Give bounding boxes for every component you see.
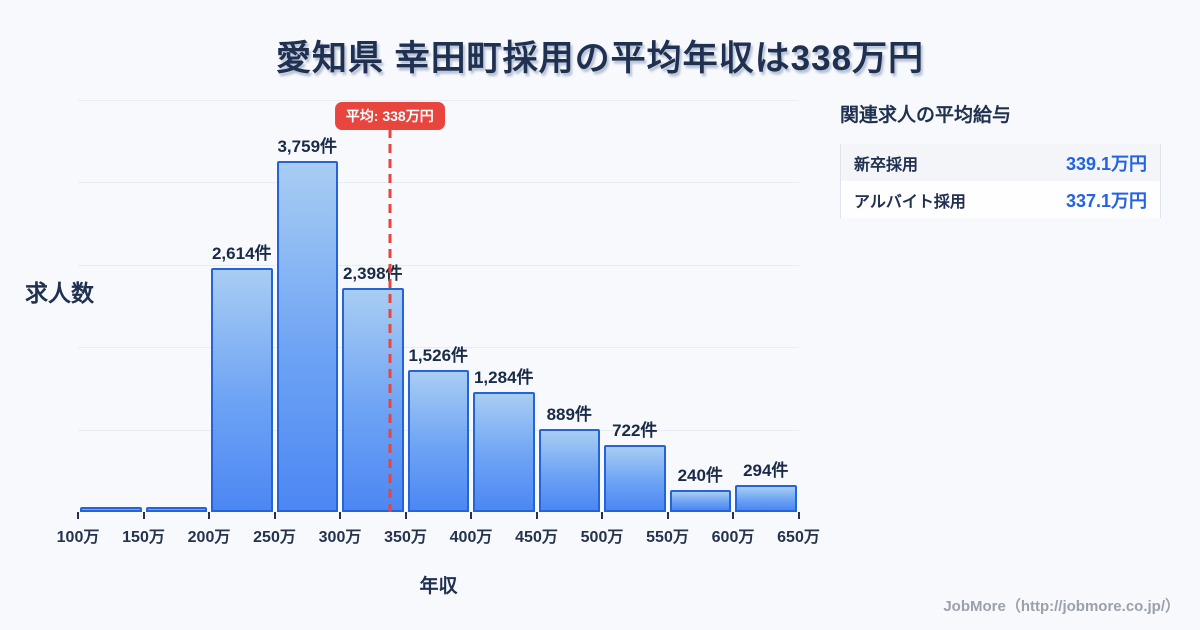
bar-value-label: 2,614件 [211,244,272,263]
bar-value-label: 889件 [546,405,592,424]
x-tick-label: 650万 [777,529,820,546]
x-tick-label: 150万 [122,529,165,546]
salary-row-value: 337.1万円 [1065,190,1147,211]
x-tick-label: 550万 [646,529,689,546]
x-tick [535,512,538,519]
x-tick-label: 400万 [449,529,493,546]
histogram-bar [604,445,666,512]
histogram-bar [669,490,731,512]
histogram-bar [80,507,142,512]
bar-value-label: 1,526件 [408,346,469,365]
x-tick [470,512,472,519]
bar-value-label: 722件 [612,421,658,440]
x-axis-title: 年収 [419,576,458,597]
average-line [388,129,392,512]
histogram-bar [342,288,404,512]
salary-row: 新卒採用 339.1万円 [841,144,1160,181]
salary-histogram: 2,614件 3,759件 2,398件 1,526件 1,284件 889件 722件 24… [57,100,820,546]
x-tick-label: 100万 [56,529,100,546]
y-axis-title: 求人数 [25,280,94,306]
histogram-bar [538,429,600,512]
bar-value-label: 1,284件 [473,368,534,387]
related-salary-table: 新卒採用 339.1万円アルバイト採用 337.1万円 [840,144,1161,218]
x-tick-label: 600万 [711,529,755,546]
x-tick [77,512,79,519]
x-tick [142,512,145,519]
salary-row: アルバイト採用 337.1万円 [841,181,1160,218]
x-tick-label: 250万 [253,529,296,546]
x-tick-label: 500万 [580,529,624,546]
x-tick [732,512,734,519]
salary-row-label: アルバイト採用 [854,193,966,211]
gridline [78,100,799,101]
histogram-bar [145,507,207,512]
histogram-bar [735,485,797,512]
credit-text: JobMore（http://jobmore.co.jp/） [943,598,1180,615]
bar-value-label: 294件 [743,461,789,480]
related-salary-panel: 関連求人の平均給与 新卒採用 339.1万円アルバイト採用 337.1万円 [840,100,1161,218]
histogram-bar [473,392,535,512]
histogram-bar [276,161,338,512]
salary-row-value: 339.1万円 [1065,153,1147,174]
x-tick [797,512,800,519]
panel-heading: 関連求人の平均給与 [840,105,1012,126]
bar-value-label: 3,759件 [277,137,338,156]
x-tick [601,512,603,519]
histogram-bar [407,370,469,512]
x-tick-label: 300万 [318,529,362,546]
bar-value-label: 240件 [677,466,723,485]
bar-value-label: 2,398件 [342,264,403,283]
x-tick-label: 200万 [187,529,231,546]
gridline [78,265,799,266]
x-tick [404,512,407,519]
histogram-bar [211,268,273,512]
x-tick [666,512,669,519]
salary-row-label: 新卒採用 [854,156,919,174]
gridline [78,182,799,183]
page-title: 愛知県 幸田町採用の平均年収は338万円 [275,39,925,78]
gridline [78,347,799,348]
x-tick [208,512,210,519]
x-tick-label: 350万 [384,529,427,546]
x-tick-label: 450万 [515,529,558,546]
x-tick [273,512,276,519]
x-tick [339,512,341,519]
average-badge: 平均: 338万円 [334,102,445,130]
